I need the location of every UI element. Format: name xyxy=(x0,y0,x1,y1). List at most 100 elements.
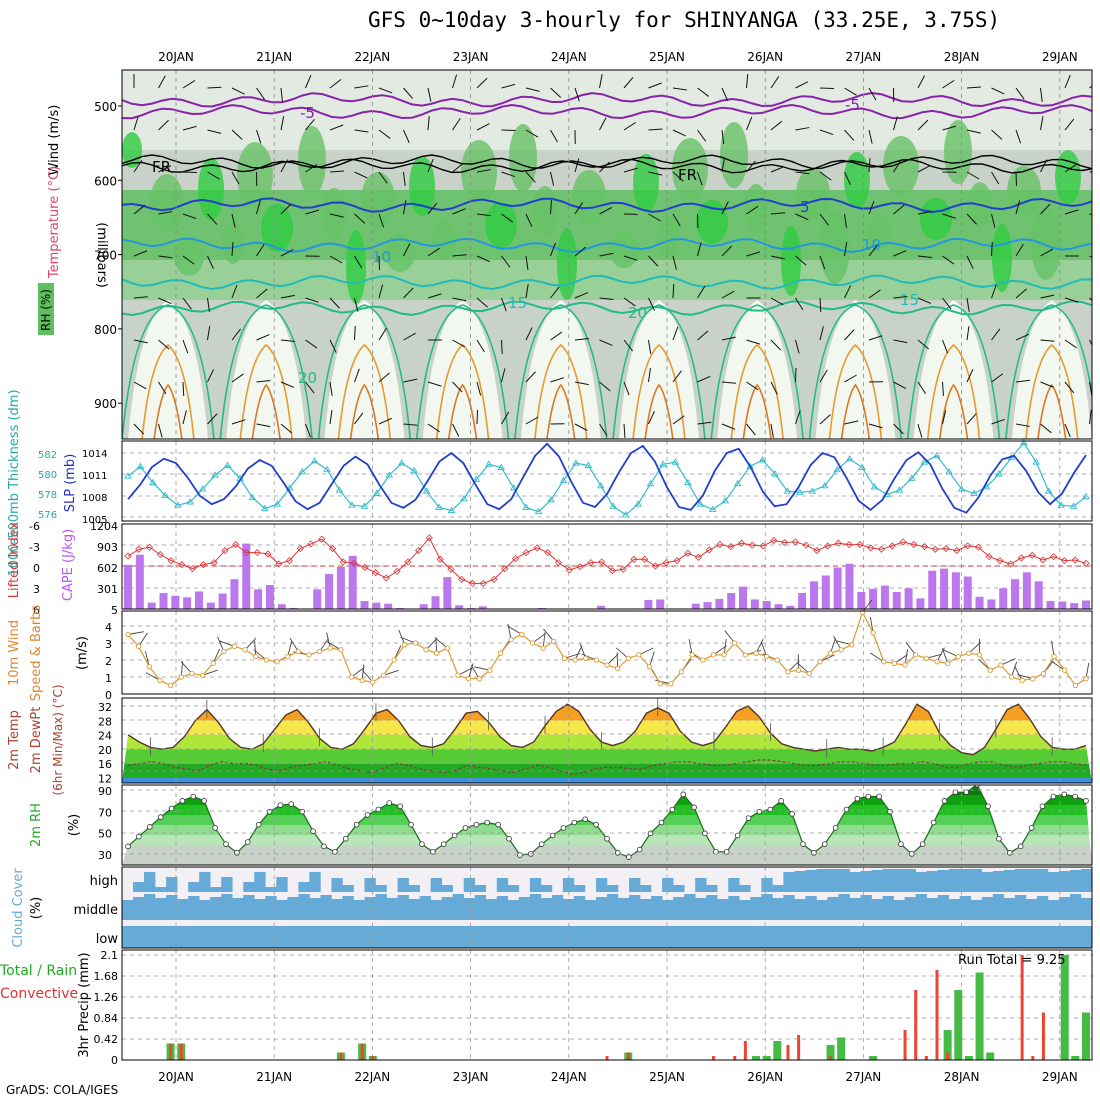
thickness-tick: 580 xyxy=(38,470,57,481)
rh-point xyxy=(321,843,327,850)
wind-barb xyxy=(574,423,588,432)
cloud-low xyxy=(529,926,542,948)
wind-speed-point xyxy=(636,652,642,658)
wind-barb xyxy=(819,414,831,425)
wind-barb xyxy=(917,255,932,258)
rh-patch xyxy=(237,142,273,208)
cape-bar xyxy=(869,588,878,609)
cloud-high xyxy=(221,877,233,892)
wind-barb xyxy=(280,339,295,342)
thickness-point xyxy=(932,451,941,459)
cloud-low xyxy=(221,926,233,948)
wind-barb xyxy=(231,419,246,425)
rh-point xyxy=(930,819,937,826)
wind-barb xyxy=(354,297,359,312)
wind-speed-point xyxy=(253,653,259,660)
cloud-middle xyxy=(970,900,983,920)
rh-point xyxy=(332,848,338,855)
wind-barb xyxy=(868,129,873,144)
wind-speed-point xyxy=(625,655,631,661)
wind-barb xyxy=(525,129,539,138)
cloud-middle xyxy=(386,898,398,920)
wind-speed-point xyxy=(316,648,323,655)
wind-barb xyxy=(207,171,220,180)
lifted-index-point xyxy=(1007,560,1015,568)
wind-barb xyxy=(329,297,340,309)
wind-barb xyxy=(1064,339,1077,349)
wind-barb xyxy=(917,119,929,131)
wind-barb xyxy=(917,381,927,395)
rh2m-label: 2m RH xyxy=(29,803,44,847)
thickness-point xyxy=(261,504,269,511)
cloud-low xyxy=(948,926,961,948)
cloud-low xyxy=(871,926,883,948)
lifted-index-point xyxy=(490,575,498,583)
warm-column xyxy=(324,300,405,439)
cloud-middle xyxy=(122,900,134,920)
cloud-low xyxy=(210,926,222,948)
wind-barb xyxy=(795,339,800,354)
wind-barb-10m xyxy=(180,661,193,674)
wind-speed-point xyxy=(1083,676,1089,682)
cape-bar xyxy=(845,563,854,609)
wind-barb xyxy=(721,290,735,299)
thickness-point xyxy=(721,497,729,504)
cloud-low xyxy=(232,926,244,948)
wind-barb xyxy=(256,129,262,144)
wind-barb-10m xyxy=(869,616,874,633)
cloud-low xyxy=(551,926,564,948)
wind-barb xyxy=(672,283,675,299)
isotherm-line xyxy=(122,91,1092,108)
thickness-point xyxy=(173,501,182,508)
cloud-high xyxy=(937,870,950,892)
wind-barb-10m xyxy=(579,643,587,659)
wind-barb xyxy=(574,292,589,299)
precip-convective-bar xyxy=(179,1043,183,1060)
cloud-middle xyxy=(1080,898,1093,920)
lifted-index-point xyxy=(845,540,853,549)
cloud-middle xyxy=(1025,899,1038,920)
thickness-point xyxy=(1069,502,1078,509)
thickness-tick: 576 xyxy=(38,510,57,521)
lifted-index-point xyxy=(813,547,821,555)
wind-barb xyxy=(403,332,416,341)
wind-barb xyxy=(991,373,1004,383)
wind-barb xyxy=(746,251,761,257)
lifted-index-point xyxy=(662,559,670,567)
wind-barb xyxy=(770,212,785,215)
isotherm-30 xyxy=(742,383,772,439)
cloud-high xyxy=(860,871,872,892)
rh-point xyxy=(190,793,197,800)
wind-speed-point xyxy=(774,657,780,663)
wind-speed-point xyxy=(455,672,461,678)
wind-barb xyxy=(378,213,385,228)
wind-barb xyxy=(1089,339,1092,347)
rh-point xyxy=(952,789,959,795)
thickness-point xyxy=(385,471,394,478)
lifted-index-point xyxy=(1017,554,1025,562)
cape-tick: 5 xyxy=(111,604,118,617)
precip-convective-bar xyxy=(1031,1056,1035,1060)
wind-barb xyxy=(770,339,782,351)
cloud-low xyxy=(1069,926,1082,948)
cape-bar xyxy=(147,602,156,609)
rh-patch xyxy=(883,136,919,196)
wind-barb xyxy=(452,339,465,348)
wind-barb xyxy=(991,171,1000,185)
warm-column xyxy=(226,300,307,439)
wind-barb xyxy=(133,339,148,344)
rh-patch xyxy=(696,200,728,244)
wind-barb xyxy=(599,423,608,437)
wind-barb xyxy=(501,83,516,89)
wind-barb xyxy=(427,293,442,299)
wind-speed-point xyxy=(561,655,568,661)
wind-barb xyxy=(697,242,702,257)
wind-barb-10m xyxy=(351,667,365,678)
warm-column xyxy=(422,300,503,439)
wind-barb xyxy=(329,213,344,218)
rh-point xyxy=(756,808,763,815)
cloud-low xyxy=(265,926,277,948)
wind-barb xyxy=(991,328,1001,341)
wind-barb xyxy=(819,326,824,341)
wind-barb xyxy=(207,86,222,89)
